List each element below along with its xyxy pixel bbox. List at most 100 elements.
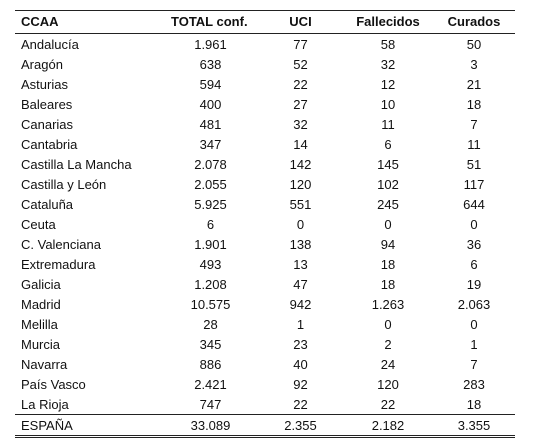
- cell-uci: 27: [293, 96, 308, 112]
- cell-total-conf: 2.055: [194, 176, 227, 192]
- total-total-conf: 33.089: [163, 414, 258, 438]
- covid-ccaa-table: CCAA TOTAL conf. UCI Fallecidos Curados …: [15, 10, 515, 438]
- cell-ccaa: Extremadura: [21, 256, 96, 272]
- header-total-conf: TOTAL conf.: [163, 10, 258, 34]
- cell-fallecidos: 24: [380, 356, 396, 372]
- table-row: Murcia 345 23 2 1: [15, 334, 515, 354]
- cell-curados: 1: [470, 336, 478, 352]
- header-ccaa: CCAA: [15, 10, 163, 34]
- table-body: Andalucía 1.961 77 58 50 Aragón 638 52 32 3 Asturi…: [15, 34, 515, 415]
- header-fallecidos: Fallecidos: [343, 10, 433, 34]
- total-row: ESPAÑA 33.089 2.355 2.182 3.355: [15, 414, 515, 438]
- table-footer: ESPAÑA 33.089 2.355 2.182 3.355: [15, 414, 515, 438]
- cell-ccaa: Cantabria: [21, 136, 78, 152]
- table-row: País Vasco 2.421 92 120 283: [15, 374, 515, 394]
- cell-uci: 551: [289, 196, 312, 212]
- cell-ccaa: La Rioja: [21, 396, 69, 412]
- cell-curados: 117: [463, 176, 485, 192]
- cell-uci: 92: [293, 376, 308, 392]
- cell-total-conf: 638: [199, 56, 222, 72]
- table-row: Extremadura 493 13 18 6: [15, 254, 515, 274]
- cell-total-conf: 2.421: [194, 376, 227, 392]
- cell-curados: 19: [466, 276, 482, 292]
- cell-uci: 52: [293, 56, 308, 72]
- cell-total-conf: 886: [199, 356, 222, 372]
- cell-uci: 22: [293, 76, 308, 92]
- cell-total-conf: 747: [199, 396, 222, 412]
- cell-curados: 0: [470, 316, 478, 332]
- table-row: Baleares 400 27 10 18: [15, 94, 515, 114]
- table-row: Castilla La Mancha 2.078 142 145 51: [15, 154, 515, 174]
- cell-uci: 40: [293, 356, 308, 372]
- cell-fallecidos: 18: [380, 256, 396, 272]
- cell-total-conf: 2.078: [194, 156, 227, 172]
- cell-curados: 6: [470, 256, 478, 272]
- cell-fallecidos: 94: [380, 236, 396, 252]
- cell-ccaa: Melilla: [21, 316, 58, 332]
- cell-curados: 21: [466, 76, 482, 92]
- table-row: La Rioja 747 22 22 18: [15, 394, 515, 415]
- cell-curados: 7: [470, 116, 478, 132]
- table-header: CCAA TOTAL conf. UCI Fallecidos Curados: [15, 10, 515, 34]
- cell-ccaa: Galicia: [21, 276, 61, 292]
- cell-uci: 142: [289, 156, 312, 172]
- cell-curados: 0: [470, 216, 478, 232]
- cell-ccaa: Navarra: [21, 356, 68, 372]
- cell-fallecidos: 6: [384, 136, 392, 152]
- cell-fallecidos: 18: [380, 276, 396, 292]
- table-row: Aragón 638 52 32 3: [15, 54, 515, 74]
- cell-curados: 283: [463, 376, 485, 392]
- table-row: C. Valenciana 1.901 138 94 36: [15, 234, 515, 254]
- table-row: Madrid 10.575 942 1.263 2.063: [15, 294, 515, 314]
- cell-fallecidos: 1.263: [371, 296, 405, 312]
- cell-total-conf: 481: [199, 116, 222, 132]
- cell-fallecidos: 10: [380, 96, 396, 112]
- cell-ccaa: Aragón: [21, 56, 63, 72]
- cell-total-conf: 5.925: [194, 196, 227, 212]
- cell-uci: 32: [293, 116, 308, 132]
- table-row: Canarias 481 32 11 7: [15, 114, 515, 134]
- cell-fallecidos: 120: [377, 376, 399, 392]
- total-fallecidos: 2.182: [343, 414, 433, 438]
- cell-fallecidos: 32: [380, 56, 396, 72]
- cell-total-conf: 493: [199, 256, 222, 272]
- total-curados: 3.355: [433, 414, 515, 438]
- cell-uci: 13: [293, 256, 308, 272]
- cell-fallecidos: 0: [384, 316, 392, 332]
- cell-uci: 77: [293, 36, 308, 52]
- table-row: Andalucía 1.961 77 58 50: [15, 34, 515, 55]
- cell-ccaa: País Vasco: [21, 376, 86, 392]
- cell-curados: 644: [463, 196, 485, 212]
- cell-uci: 0: [296, 216, 305, 232]
- cell-total-conf: 28: [203, 316, 218, 332]
- cell-ccaa: Ceuta: [21, 216, 56, 232]
- cell-fallecidos: 11: [381, 116, 395, 132]
- cell-fallecidos: 2: [384, 336, 392, 352]
- total-uci: 2.355: [258, 414, 343, 438]
- cell-curados: 18: [466, 96, 482, 112]
- table-row: Galicia 1.208 47 18 19: [15, 274, 515, 294]
- cell-ccaa: Andalucía: [21, 36, 79, 52]
- table-row: Navarra 886 40 24 7: [15, 354, 515, 374]
- cell-curados: 18: [466, 396, 482, 412]
- cell-curados: 11: [467, 136, 481, 152]
- table-row: Asturias 594 22 12 21: [15, 74, 515, 94]
- cell-uci: 138: [289, 236, 312, 252]
- cell-ccaa: C. Valenciana: [21, 236, 101, 252]
- table-row: Cataluña 5.925 551 245 644: [15, 194, 515, 214]
- cell-ccaa: Murcia: [21, 336, 61, 352]
- cell-curados: 50: [466, 36, 482, 52]
- cell-uci: 942: [289, 296, 312, 312]
- cell-total-conf: 594: [199, 76, 222, 92]
- cell-uci: 1: [296, 316, 305, 332]
- cell-total-conf: 1.901: [194, 236, 227, 252]
- cell-fallecidos: 145: [377, 156, 399, 172]
- cell-uci: 47: [293, 276, 308, 292]
- cell-uci: 120: [289, 176, 312, 192]
- cell-fallecidos: 58: [380, 36, 396, 52]
- cell-uci: 14: [293, 136, 308, 152]
- cell-ccaa: Castilla y León: [21, 176, 107, 192]
- cell-curados: 3: [470, 56, 478, 72]
- table-row: Cantabria 347 14 6 11: [15, 134, 515, 154]
- cell-curados: 2.063: [457, 296, 491, 312]
